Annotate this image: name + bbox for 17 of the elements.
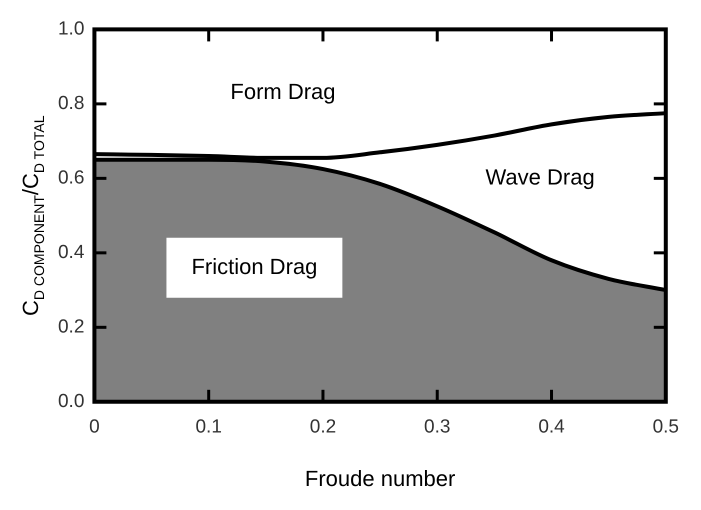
y-axis-title: CD COMPONENT/CD TOTAL: [18, 115, 47, 316]
y-tick-label: 1.0: [58, 18, 84, 40]
annotation: Form Drag: [230, 78, 336, 104]
x-axis-title: Froude number: [304, 466, 456, 491]
annotation: Friction Drag: [191, 254, 318, 279]
y-tick-label: 0.4: [58, 242, 85, 264]
x-tick-label: 0.3: [424, 416, 450, 438]
x-tick-label: 0.4: [538, 416, 566, 438]
x-tick-label: 0.5: [652, 416, 680, 438]
y-tick-label: 0.8: [58, 93, 84, 114]
x-tick-label: 0.1: [195, 416, 222, 438]
annotation: Wave Drag: [485, 164, 595, 190]
x-tick-label: 0.2: [310, 416, 336, 438]
y-tick-label: 0.0: [58, 391, 84, 412]
x-tick-label: 0: [89, 416, 100, 438]
y-tick-label: 0.6: [58, 168, 84, 189]
y-tick-label: 0.2: [58, 316, 84, 338]
